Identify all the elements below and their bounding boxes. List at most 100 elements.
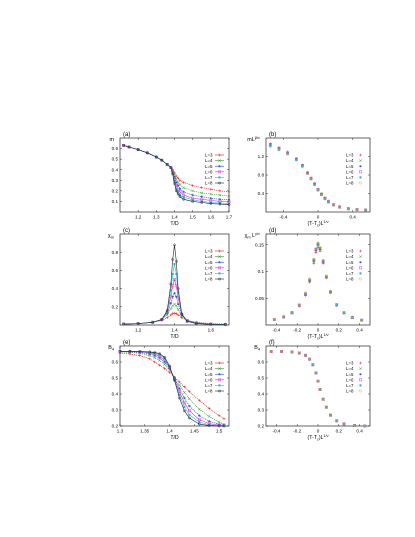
data-point <box>306 172 309 175</box>
legend-label: L=7 <box>346 175 354 180</box>
legend-marker <box>218 361 221 365</box>
x-axis-label: (T-Tc)L1/ν <box>308 220 329 227</box>
data-point <box>175 312 178 315</box>
data-point <box>207 419 211 423</box>
data-point <box>342 422 346 426</box>
data-point <box>308 277 312 281</box>
data-point <box>183 401 186 405</box>
data-point <box>335 419 338 422</box>
data-point <box>178 396 181 400</box>
legend-marker <box>359 266 362 270</box>
data-point <box>218 193 222 197</box>
data-point <box>151 320 155 324</box>
legend-marker <box>218 378 221 382</box>
data-point <box>316 243 320 247</box>
legend-marker <box>218 164 221 168</box>
legend-marker <box>218 153 221 157</box>
data-point <box>311 363 314 366</box>
data-point <box>153 356 157 360</box>
data-point <box>347 207 350 211</box>
panel-label: (f) <box>269 340 275 346</box>
data-point <box>350 315 354 319</box>
x-tick-label: 1.4 <box>171 328 178 333</box>
legend-marker <box>218 260 221 264</box>
legend-label: L=7 <box>346 271 354 276</box>
data-point <box>136 148 140 151</box>
data-point <box>178 387 181 390</box>
data-point <box>174 259 178 263</box>
data-point <box>222 417 226 421</box>
x-tick-label: -0.2 <box>293 328 301 333</box>
data-point <box>165 316 169 320</box>
legend-label: L=6 <box>205 377 213 382</box>
data-point <box>169 289 172 292</box>
x-axis-label: (T-Tc)L1/ν <box>308 434 329 441</box>
data-point <box>191 193 194 197</box>
data-point <box>175 187 178 190</box>
legend-label: L=5 <box>205 260 213 265</box>
data-point <box>209 202 213 205</box>
y-tick-label: 0.4 <box>112 286 119 291</box>
data-point <box>145 151 149 155</box>
data-point <box>324 274 328 278</box>
legend-marker <box>218 266 221 270</box>
data-point <box>316 242 320 245</box>
y-tick-label: 0.8 <box>112 250 119 255</box>
legend-marker <box>359 389 362 393</box>
data-point <box>197 407 201 411</box>
data-point <box>217 423 221 426</box>
data-point <box>355 208 359 212</box>
data-point <box>269 349 273 353</box>
data-point <box>322 259 325 262</box>
legend-label: L=7 <box>346 383 354 388</box>
legend-label: L=7 <box>205 271 213 276</box>
data-point <box>177 291 180 294</box>
legend-label: L=6 <box>346 169 354 174</box>
series-L-7 <box>270 350 366 428</box>
legend-label: L=7 <box>205 175 213 180</box>
data-point <box>298 303 301 306</box>
data-point <box>207 414 211 418</box>
data-point <box>197 414 201 417</box>
x-tick-label: 1.5 <box>216 429 223 434</box>
data-point <box>194 322 198 325</box>
data-point <box>153 352 156 355</box>
data-point <box>182 190 185 194</box>
data-point <box>353 424 356 427</box>
data-point <box>165 311 169 315</box>
y-tick-label: 0.4 <box>112 167 119 172</box>
data-point <box>158 363 161 367</box>
data-point <box>282 315 285 318</box>
y-tick-label: 0.6 <box>112 268 119 273</box>
y-axis-label: χm <box>108 233 114 239</box>
x-tick-label: 1.2 <box>135 328 142 333</box>
y-tick-label: 0.1 <box>112 199 119 204</box>
data-point <box>310 178 313 181</box>
panel-label: (b) <box>269 132 276 138</box>
data-point <box>335 419 339 423</box>
series-line <box>123 244 226 325</box>
data-point <box>200 201 204 204</box>
data-point <box>329 414 332 417</box>
data-point <box>301 165 304 169</box>
y-tick-label: 0.15 <box>255 242 264 247</box>
data-point <box>335 303 339 306</box>
data-point <box>342 311 346 314</box>
data-point <box>313 183 316 187</box>
data-point <box>270 350 273 353</box>
data-point <box>198 420 201 424</box>
legend-label: L=4 <box>346 254 354 259</box>
data-point <box>148 350 152 354</box>
chart-panel-a: 1.2 1.3 1.4 1.5 1.6 1.7 0.1 0.2 0.3 0.4 0.5 0.6 T/D m… <box>110 132 233 227</box>
y-tick-label: 0.6 <box>258 360 265 365</box>
data-point <box>138 350 142 353</box>
legend-label: L=5 <box>205 164 213 169</box>
data-point <box>280 350 283 353</box>
legend-label: L=3 <box>346 361 354 366</box>
data-point <box>182 186 186 190</box>
series-L-8 <box>122 144 231 206</box>
data-point <box>171 273 174 276</box>
data-point <box>329 290 332 293</box>
x-tick-label: 1.7 <box>226 215 233 220</box>
